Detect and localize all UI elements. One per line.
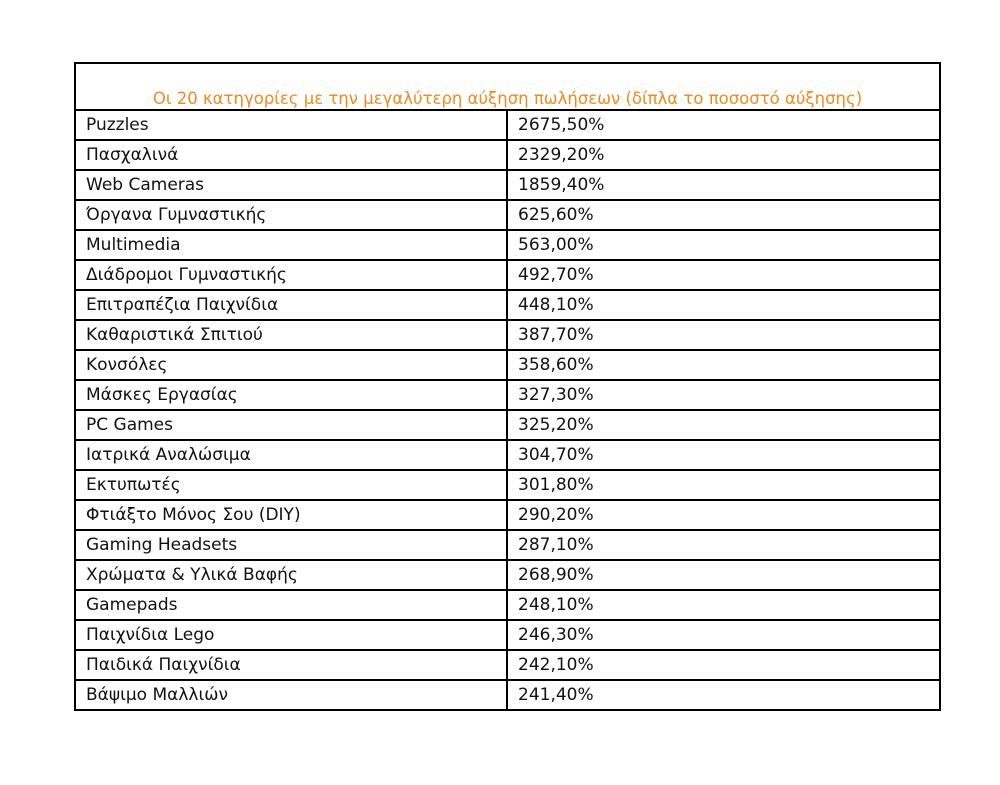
- growth-cell: 358,60%: [505, 349, 942, 381]
- table-row: Πασχαλινά 2329,20%: [74, 139, 942, 171]
- category-cell: Φτιάξτο Μόνος Σου (DIY): [74, 499, 508, 531]
- category-cell: Gamepads: [74, 589, 508, 621]
- category-cell: Ιατρικά Αναλώσιμα: [74, 439, 508, 471]
- category-cell: Puzzles: [74, 109, 508, 141]
- growth-cell: 1859,40%: [505, 169, 942, 201]
- category-cell: Παιχνίδια Lego: [74, 619, 508, 651]
- category-cell: PC Games: [74, 409, 508, 441]
- table-row: Παιδικά Παιχνίδια 242,10%: [74, 649, 942, 681]
- table-row: Παιχνίδια Lego 246,30%: [74, 619, 942, 651]
- table-row: Gaming Headsets 287,10%: [74, 529, 942, 561]
- growth-cell: 387,70%: [505, 319, 942, 351]
- table-row: Εκτυπωτές 301,80%: [74, 469, 942, 501]
- category-cell: Μάσκες Εργασίας: [74, 379, 508, 411]
- growth-cell: 2329,20%: [505, 139, 942, 171]
- table-row: Gamepads 248,10%: [74, 589, 942, 621]
- category-cell: Κονσόλες: [74, 349, 508, 381]
- growth-cell: 448,10%: [505, 289, 942, 321]
- category-cell: Multimedia: [74, 229, 508, 261]
- table-row: Διάδρομοι Γυμναστικής 492,70%: [74, 259, 942, 291]
- table-row: Μάσκες Εργασίας 327,30%: [74, 379, 942, 411]
- category-cell: Πασχαλινά: [74, 139, 508, 171]
- table-container: Οι 20 κατηγορίες με την μεγαλύτερη αύξησ…: [73, 62, 942, 711]
- table-body: Οι 20 κατηγορίες με την μεγαλύτερη αύξησ…: [73, 62, 942, 711]
- growth-cell: 246,30%: [505, 619, 942, 651]
- table: Οι 20 κατηγορίες με την μεγαλύτερη αύξησ…: [73, 62, 942, 711]
- category-cell: Καθαριστικά Σπιτιού: [74, 319, 508, 351]
- category-cell: Χρώματα & Υλικά Βαφής: [74, 559, 508, 591]
- table-row: Ιατρικά Αναλώσιμα 304,70%: [74, 439, 942, 471]
- category-cell: Παιδικά Παιχνίδια: [74, 649, 508, 681]
- table-row: PC Games 325,20%: [74, 409, 942, 441]
- growth-cell: 327,30%: [505, 379, 942, 411]
- growth-cell: 290,20%: [505, 499, 942, 531]
- table-row: Χρώματα & Υλικά Βαφής 268,90%: [74, 559, 942, 591]
- growth-cell: 2675,50%: [505, 109, 942, 141]
- category-cell: Επιτραπέζια Παιχνίδια: [74, 289, 508, 321]
- growth-cell: 304,70%: [505, 439, 942, 471]
- table-row: Κονσόλες 358,60%: [74, 349, 942, 381]
- growth-cell: 563,00%: [505, 229, 942, 261]
- table-row: Puzzles 2675,50%: [74, 109, 942, 141]
- table-row: Επιτραπέζια Παιχνίδια 448,10%: [74, 289, 942, 321]
- table-row: Όργανα Γυμναστικής 625,60%: [74, 199, 942, 231]
- table-title: Οι 20 κατηγορίες με την μεγαλύτερη αύξησ…: [73, 62, 942, 111]
- growth-cell: 325,20%: [505, 409, 942, 441]
- category-cell: Web Cameras: [74, 169, 508, 201]
- growth-cell: 242,10%: [505, 649, 942, 681]
- category-cell: Gaming Headsets: [74, 529, 508, 561]
- growth-cell: 248,10%: [505, 589, 942, 621]
- table-row: Καθαριστικά Σπιτιού 387,70%: [74, 319, 942, 351]
- growth-cell: 287,10%: [505, 529, 942, 561]
- growth-cell: 301,80%: [505, 469, 942, 501]
- table-row: Βάψιμο Μαλλιών 241,40%: [74, 679, 942, 711]
- growth-cell: 625,60%: [505, 199, 942, 231]
- table-row: Web Cameras 1859,40%: [74, 169, 942, 201]
- category-cell: Όργανα Γυμναστικής: [74, 199, 508, 231]
- table-row: Φτιάξτο Μόνος Σου (DIY) 290,20%: [74, 499, 942, 531]
- growth-cell: 241,40%: [505, 679, 942, 711]
- growth-cell: 268,90%: [505, 559, 942, 591]
- category-cell: Βάψιμο Μαλλιών: [74, 679, 508, 711]
- table-row: Multimedia 563,00%: [74, 229, 942, 261]
- growth-cell: 492,70%: [505, 259, 942, 291]
- category-cell: Εκτυπωτές: [74, 469, 508, 501]
- title-row: Οι 20 κατηγορίες με την μεγαλύτερη αύξησ…: [73, 62, 942, 111]
- category-cell: Διάδρομοι Γυμναστικής: [74, 259, 508, 291]
